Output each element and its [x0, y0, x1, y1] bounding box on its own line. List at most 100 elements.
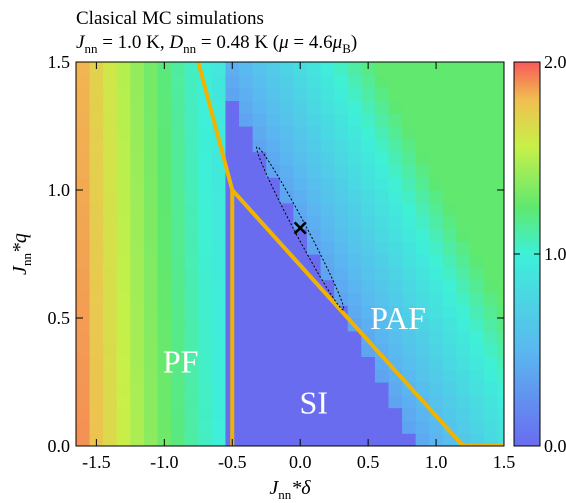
heatmap-cell: [130, 382, 145, 396]
heatmap-cell: [279, 228, 294, 242]
heatmap-cell: [116, 151, 131, 165]
heatmap-cell: [279, 394, 294, 409]
heatmap-cell: [320, 394, 335, 409]
heatmap-cell: [320, 164, 335, 178]
heatmap-cell: [442, 318, 458, 332]
heatmap-cell: [442, 394, 458, 409]
heatmap-cell: [483, 420, 498, 434]
heatmap-cell: [306, 254, 322, 268]
heatmap-cell: [293, 138, 308, 153]
heatmap-cell: [184, 164, 199, 178]
heatmap-cell: [184, 382, 199, 396]
heatmap-cell: [388, 62, 403, 76]
heatmap-cell: [361, 100, 376, 114]
heatmap-cell: [252, 356, 267, 370]
heatmap-cell: [442, 177, 458, 191]
heatmap-cell: [361, 241, 376, 255]
heatmap-cell: [103, 305, 118, 319]
heatmap-cell: [415, 100, 430, 114]
heatmap-cell: [266, 190, 281, 204]
heatmap-cell: [130, 138, 145, 153]
heatmap-cell: [442, 382, 458, 396]
heatmap-cell: [157, 266, 172, 281]
heatmap-cell: [456, 164, 471, 178]
heatmap-cell: [171, 228, 186, 242]
heatmap-cell: [266, 407, 281, 421]
heatmap-cell: [157, 394, 172, 409]
heatmap-cell: [429, 202, 444, 217]
heatmap-cell: [374, 369, 390, 383]
heatmap-cell: [103, 318, 118, 332]
heatmap-cell: [334, 87, 349, 101]
heatmap-cell: [157, 74, 172, 89]
heatmap-cell: [347, 254, 362, 268]
heatmap-cell: [388, 177, 403, 191]
heatmap-cell: [306, 74, 322, 89]
heatmap-cell: [130, 113, 145, 127]
heatmap-cell: [497, 292, 504, 306]
heatmap-cell: [306, 382, 322, 396]
heatmap-cell: [497, 164, 504, 178]
heatmap-cell: [483, 433, 498, 446]
heatmap-cell: [320, 343, 335, 357]
heatmap-cell: [89, 343, 104, 357]
heatmap-cell: [76, 407, 91, 421]
heatmap-cell: [442, 202, 458, 217]
colorbar-ticks: 0.0 1.0 2.0: [514, 52, 566, 456]
heatmap-cell: [429, 87, 444, 101]
heatmap-cell: [239, 241, 254, 255]
heatmap-cell: [470, 433, 485, 446]
heatmap-cell: [211, 369, 227, 383]
heatmap-cell: [415, 292, 430, 306]
heatmap-cell: [266, 151, 281, 165]
heatmap-cell: [157, 318, 172, 332]
heatmap-cell: [306, 407, 322, 421]
heatmap-cell: [320, 407, 335, 421]
heatmap-cell: [266, 330, 281, 345]
heatmap-cell: [116, 254, 131, 268]
heatmap-cell: [225, 151, 240, 165]
heatmap-cell: [361, 279, 376, 293]
heatmap-cell: [306, 330, 322, 345]
heatmap-cell: [130, 177, 145, 191]
heatmap-cell: [483, 241, 498, 255]
heatmap-cell: [415, 113, 430, 127]
heatmap-cell: [388, 228, 403, 242]
heatmap-cell: [171, 190, 186, 204]
heatmap-cell: [143, 228, 159, 242]
heatmap-cell: [388, 343, 403, 357]
heatmap-cell: [497, 330, 504, 345]
heatmap-cell: [334, 254, 349, 268]
heatmap-cell: [266, 138, 281, 153]
heatmap-cell: [483, 382, 498, 396]
heatmap-cell: [239, 177, 254, 191]
heatmap-cell: [76, 382, 91, 396]
heatmap-cell: [252, 394, 267, 409]
heatmap-cell: [306, 202, 322, 217]
heatmap-cell: [402, 241, 417, 255]
heatmap-cell: [184, 138, 199, 153]
heatmap-cell: [143, 190, 159, 204]
heatmap-cell: [374, 292, 390, 306]
heatmap-cell: [388, 394, 403, 409]
heatmap-cell: [497, 202, 504, 217]
heatmap-cell: [334, 433, 349, 446]
heatmap-cell: [347, 420, 362, 434]
heatmap-cell: [374, 420, 390, 434]
heatmap-cell: [402, 318, 417, 332]
heatmap-cell: [198, 433, 213, 446]
heatmap-cell: [361, 254, 376, 268]
heatmap-cell: [239, 138, 254, 153]
heatmap-cell: [320, 202, 335, 217]
heatmap-cell: [252, 407, 267, 421]
heatmap-cell: [252, 305, 267, 319]
heatmap-cell: [76, 62, 91, 76]
heatmap-cell: [130, 407, 145, 421]
heatmap-cell: [320, 254, 335, 268]
heatmap-cell: [211, 254, 227, 268]
heatmap-cell: [361, 138, 376, 153]
heatmap-cell: [239, 126, 254, 140]
heatmap-cell: [252, 62, 267, 76]
heatmap-cell: [252, 318, 267, 332]
